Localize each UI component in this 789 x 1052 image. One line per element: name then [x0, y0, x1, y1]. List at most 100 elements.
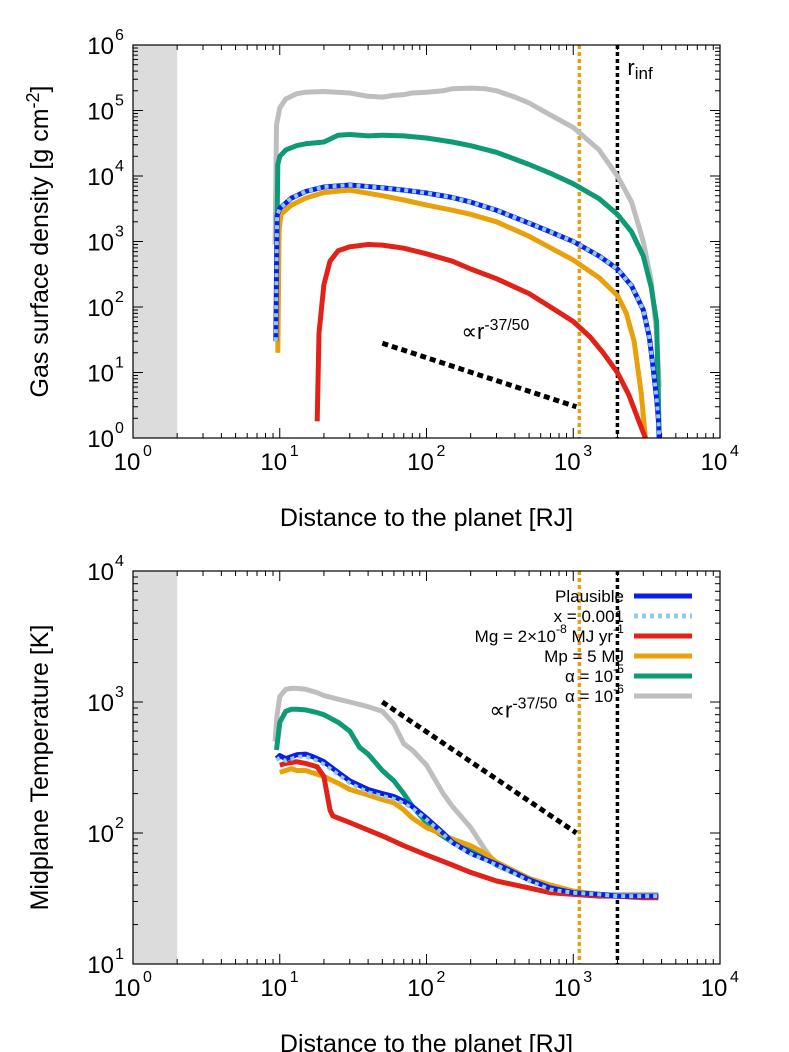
chart-panel-2: 10 0 10 1 10 2 10 3 10 410 110 210 310 4∝r-37/50Dista… — [26, 553, 739, 1052]
plot-frame — [132, 570, 721, 965]
y-tick-label-exponent: 1 — [115, 355, 124, 372]
x-tick-label-exponent: 2 — [437, 443, 446, 460]
vline-label-main: r — [627, 55, 634, 80]
series-line — [272, 85, 662, 388]
x-axis-title: Distance to the planet [RJ] — [280, 504, 573, 532]
y-axis-title: Gas surface density [g cm-2] — [23, 86, 54, 398]
x-axis-title: Distance to the planet [RJ] — [280, 1030, 573, 1052]
y-tick-label: 10 — [87, 33, 114, 60]
legend-entry-label: Mg = 2×10-8 MJ yr-1 — [475, 622, 625, 646]
series-line — [275, 187, 648, 438]
text-part: α = 10 — [565, 667, 613, 686]
text-part: -1 — [613, 622, 624, 636]
text-part: Mg = 2×10 — [475, 627, 556, 646]
text-part: Distance to the planet [RJ] — [280, 504, 573, 532]
y-tick-label: 10 — [87, 952, 114, 979]
axis-ticks — [132, 45, 720, 439]
y-tick-label: 10 — [87, 230, 114, 257]
series-line — [314, 242, 648, 438]
legend-entry-label: α = 10-6 — [565, 682, 624, 706]
x-tick-label: 10 — [407, 449, 434, 476]
x-tick-label-exponent: 0 — [143, 443, 152, 460]
x-tick-label: 10 — [114, 449, 141, 476]
x-tick-label: 10 — [260, 975, 287, 1002]
y-tick-label-exponent: 2 — [115, 815, 124, 832]
text-part: Gas surface density [g cm — [26, 108, 54, 397]
series-line — [274, 132, 662, 438]
legend-entry-label: α = 10-5 — [565, 662, 624, 686]
power-law-guide-label: ∝r-37/50 — [461, 317, 529, 344]
y-tick-label-exponent: 6 — [115, 27, 124, 44]
x-tick-label: 10 — [407, 975, 434, 1002]
shaded-region — [133, 571, 178, 964]
y-axis-title: Midplane Temperature [K] — [26, 625, 54, 911]
x-tick-label: 10 — [260, 449, 287, 476]
text-part: -37/50 — [512, 696, 557, 713]
y-tick-label-exponent: 2 — [115, 289, 124, 306]
chart-panel-1: 10 0 10 1 10 2 10 3 10 410 010 110 210 310 410 510 6rinf… — [23, 27, 739, 532]
y-tick-label-exponent: 4 — [115, 553, 124, 570]
text-part: ] — [26, 86, 54, 93]
y-tick-label-exponent: 1 — [115, 946, 124, 963]
y-tick-label: 10 — [87, 821, 114, 848]
x-tick-label-exponent: 2 — [437, 969, 446, 986]
text-part: -5 — [613, 662, 624, 676]
vline-label-sub: inf — [635, 64, 653, 83]
x-tick-label-exponent: 0 — [143, 969, 152, 986]
x-tick-label-exponent: 4 — [730, 969, 739, 986]
text-part: x = 0.001 — [554, 607, 624, 626]
legend-entry-label: x = 0.001 — [554, 607, 624, 626]
text-part: ∝r — [461, 319, 484, 344]
power-law-guide-line — [380, 699, 578, 836]
series-group — [272, 685, 659, 901]
series-line — [273, 182, 662, 438]
axis-ticks — [132, 571, 720, 965]
x-tick-label-exponent: 1 — [290, 443, 299, 460]
x-tick-label-exponent: 1 — [290, 969, 299, 986]
x-tick-label: 10 — [701, 975, 728, 1002]
text-part: -2 — [23, 92, 43, 108]
y-tick-label: 10 — [87, 164, 114, 191]
plot-frame — [132, 44, 721, 439]
power-law-guide-line — [381, 340, 578, 410]
series-line — [273, 183, 662, 438]
x-tick-label: 10 — [701, 449, 728, 476]
y-tick-label: 10 — [87, 361, 114, 388]
text-part: Mp = 5 MJ — [544, 647, 624, 666]
y-tick-label-exponent: 4 — [115, 158, 124, 175]
y-tick-label: 10 — [87, 295, 114, 322]
text-part: ∝r — [489, 698, 512, 723]
y-tick-label-exponent: 3 — [115, 224, 124, 241]
text-part: -8 — [556, 622, 567, 636]
y-tick-label: 10 — [87, 559, 114, 586]
series-line — [279, 766, 659, 899]
x-tick-label-exponent: 3 — [583, 443, 592, 460]
text-part: Plausible — [555, 587, 624, 606]
text-part: Midplane Temperature [K] — [26, 625, 54, 911]
y-tick-label: 10 — [87, 99, 114, 126]
text-part: α = 10 — [565, 687, 613, 706]
legend-entry-label: Mp = 5 MJ — [544, 647, 624, 666]
series-group — [272, 85, 662, 438]
series-line — [275, 754, 659, 899]
text-part: MJ yr — [567, 627, 614, 646]
legend-entry-label: Plausible — [555, 587, 624, 606]
y-tick-label-exponent: 0 — [115, 420, 124, 437]
x-tick-label-exponent: 4 — [730, 443, 739, 460]
y-tick-label: 10 — [87, 690, 114, 717]
y-tick-label: 10 — [87, 426, 114, 453]
text-part: Distance to the planet [RJ] — [280, 1030, 573, 1052]
series-line — [274, 706, 659, 899]
y-tick-label-exponent: 3 — [115, 684, 124, 701]
power-law-guide-label: ∝r-37/50 — [489, 696, 557, 723]
x-tick-label: 10 — [554, 975, 581, 1002]
text-part: -6 — [613, 682, 624, 696]
x-tick-label: 10 — [554, 449, 581, 476]
text-part: -37/50 — [484, 317, 529, 334]
x-tick-label: 10 — [114, 975, 141, 1002]
x-tick-label-exponent: 3 — [583, 969, 592, 986]
vline-label: rinf — [627, 55, 653, 83]
y-tick-label-exponent: 5 — [115, 93, 124, 110]
